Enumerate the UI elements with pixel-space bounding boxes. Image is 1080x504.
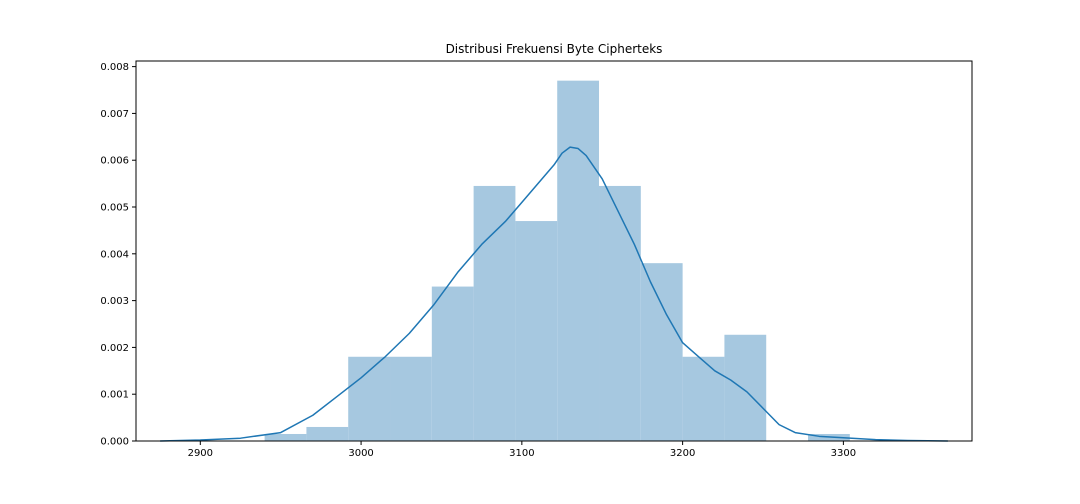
- kde-curve: [160, 146, 948, 442]
- histogram-bar: [264, 433, 307, 441]
- y-tick-label: 0.008: [100, 62, 129, 73]
- histogram-bar: [390, 356, 432, 441]
- y-tick-label: 0.001: [100, 390, 129, 401]
- histogram-bar: [682, 356, 725, 441]
- y-tick-label: 0.005: [100, 203, 129, 214]
- y-tick-label: 0.004: [100, 249, 129, 260]
- histogram-bar: [306, 426, 349, 441]
- y-axis: 0.000 0.001 0.002 0.003 0.004 0.005 0.006 0.007…: [100, 62, 136, 448]
- kde-curve-layer: [160, 146, 948, 442]
- y-tick-label: 0.003: [100, 296, 129, 307]
- histogram-bar: [515, 221, 558, 441]
- y-tick-label: 0.007: [100, 109, 129, 120]
- histogram-bar: [431, 286, 474, 441]
- histogram-bar: [599, 185, 641, 441]
- chart-title: Distribusi Frekuensi Byte Cipherteks: [446, 42, 663, 56]
- y-tick-label: 0.002: [100, 343, 129, 354]
- histogram-bars: [264, 80, 850, 441]
- histogram-bar: [557, 80, 600, 441]
- histogram-bar: [640, 263, 683, 441]
- x-tick-label: 3100: [509, 448, 534, 459]
- histogram-bar: [348, 356, 391, 441]
- x-tick-label: 3000: [348, 448, 373, 459]
- histogram-bar: [473, 185, 516, 441]
- x-tick-label: 3300: [831, 448, 856, 459]
- x-tick-label: 3200: [670, 448, 695, 459]
- y-tick-label: 0.000: [100, 437, 129, 448]
- histogram-bar: [724, 334, 767, 441]
- x-axis: 2900 3000 3100 3200 3300: [188, 441, 856, 459]
- x-tick-label: 2900: [188, 448, 213, 459]
- y-tick-label: 0.006: [100, 156, 129, 167]
- plot-area-frame: [135, 60, 973, 442]
